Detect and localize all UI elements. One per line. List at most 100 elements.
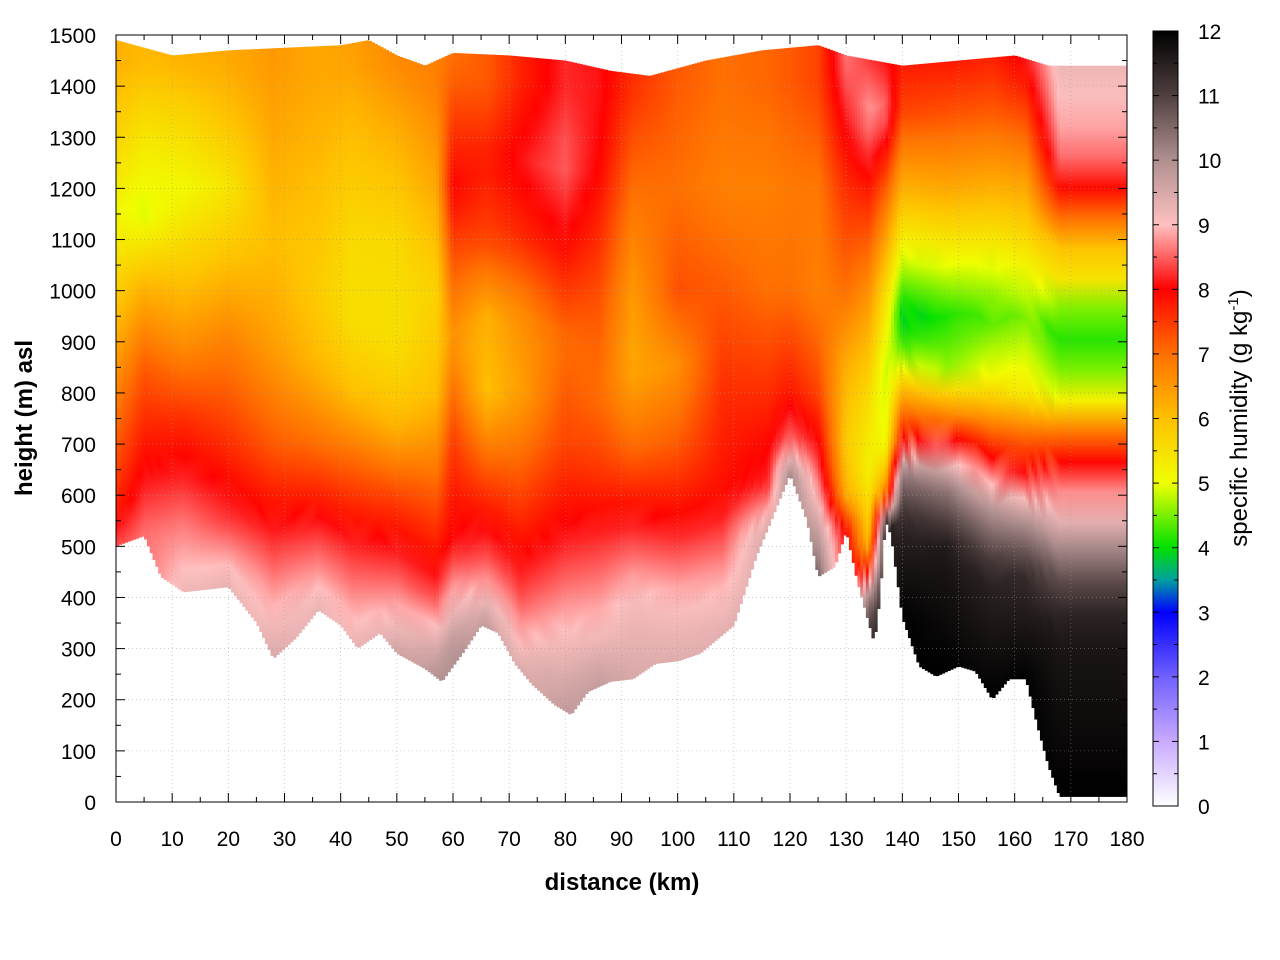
heatmap-strip [722,57,727,634]
heatmap-strip [1093,65,1097,797]
heatmap-strip [708,59,712,646]
heatmap-strip [306,46,311,623]
heatmap-strip [1014,55,1019,680]
heatmap-strip [966,59,971,670]
heatmap-strip [1076,65,1080,797]
heatmap-strip [1112,65,1117,797]
heatmap-strip [669,70,673,663]
heatmap-strip [118,41,123,545]
heatmap-strip [1107,65,1111,797]
heatmap-strip [663,71,668,663]
heatmap-strip [972,59,976,672]
heatmap-strip [643,75,648,671]
heatmap-strip [351,42,356,643]
heatmap-strip [590,66,595,691]
heatmap-strip [820,46,825,575]
heatmap-strip [568,61,572,715]
heatmap-strip [677,67,682,661]
heatmap-strip [225,50,229,588]
heatmap-strip [599,68,603,687]
heatmap-strip [705,60,710,648]
y-tick-label: 400 [61,587,96,610]
heatmap-strip [593,67,597,689]
colorbar-tick-label: 10 [1198,150,1221,173]
heatmap-strip [292,47,297,640]
heatmap-strip [582,64,586,698]
heatmap-strip [739,54,743,605]
heatmap-strip [427,63,432,673]
heatmap-strip [430,62,434,675]
heatmap-strip [832,50,836,568]
heatmap-strip [927,63,932,673]
heatmap-strip [694,63,698,656]
heatmap-strip [408,60,412,661]
heatmap-strip [253,49,258,622]
heatmap-strip [531,57,536,686]
heatmap-strip [736,54,741,613]
heatmap-strip [323,45,328,616]
y-tick-label: 800 [61,383,96,406]
heatmap-strip [1053,65,1058,786]
heatmap-strip [211,51,215,589]
heatmap-strip [1034,61,1038,720]
heatmap-strip [1020,57,1024,680]
colorbar-title-superscript: -1 [1225,297,1242,310]
heatmap-strip [851,56,856,563]
heatmap-strip [1051,65,1055,778]
heatmap-strip [1118,65,1122,797]
heatmap-strip [907,65,912,639]
heatmap-strip [503,55,507,647]
heatmap-strip [1011,55,1016,680]
heatmap-strip [913,64,917,655]
heatmap-strip [346,43,350,636]
heatmap-strip [1000,56,1005,688]
heatmap-strip [242,49,246,607]
heatmap-strip [377,45,381,635]
x-tick-label: 150 [941,828,976,851]
heatmap-strip [183,54,187,593]
heatmap-strip [360,41,364,646]
heatmap-strip [1006,56,1010,681]
heatmap-strip [818,45,822,577]
colorbar-tick-label: 0 [1198,796,1210,819]
heatmap-strip [792,47,797,487]
heatmap-strip [983,58,988,689]
heatmap-strip [795,47,800,494]
y-tick-label: 1200 [49,178,96,201]
heatmap-strip [863,58,867,608]
heatmap-strip [980,58,985,684]
heatmap-strip [860,58,864,598]
heatmap-strip [450,53,454,669]
colorbar-tick-label: 12 [1198,21,1221,44]
heatmap-strip [357,41,361,648]
x-tick-label: 50 [385,828,408,851]
heatmap-strip [444,56,448,677]
heatmap-strip [231,50,235,593]
heatmap-strip [475,53,479,632]
heatmap-strip [770,49,774,520]
heatmap-strip [655,73,659,664]
heatmap-strip [478,54,482,628]
heatmap-strip [874,60,878,632]
colorbar-tick-label: 1 [1198,731,1210,754]
heatmap-strip [405,59,409,660]
heatmap-strip [902,65,906,622]
heatmap-strip [804,46,808,517]
heatmap-strip [413,62,418,664]
heatmap-strip [997,56,1002,692]
heatmap-strip [416,63,420,666]
heatmap-strip [700,61,704,653]
heatmap-strip [483,54,488,628]
heatmap-strip [309,46,314,620]
heatmap-strip [649,75,653,667]
heatmap-strip [1003,56,1007,685]
heatmap-strip [1023,58,1027,680]
heatmap-strip [197,53,201,591]
heatmap-strip [610,70,614,682]
heatmap-strip [930,63,934,675]
heatmap-strip [509,55,513,657]
heatmap-strip [846,55,850,538]
heatmap-strip [438,58,443,681]
x-tick-label: 140 [885,828,920,851]
heatmap-strip [834,51,839,563]
